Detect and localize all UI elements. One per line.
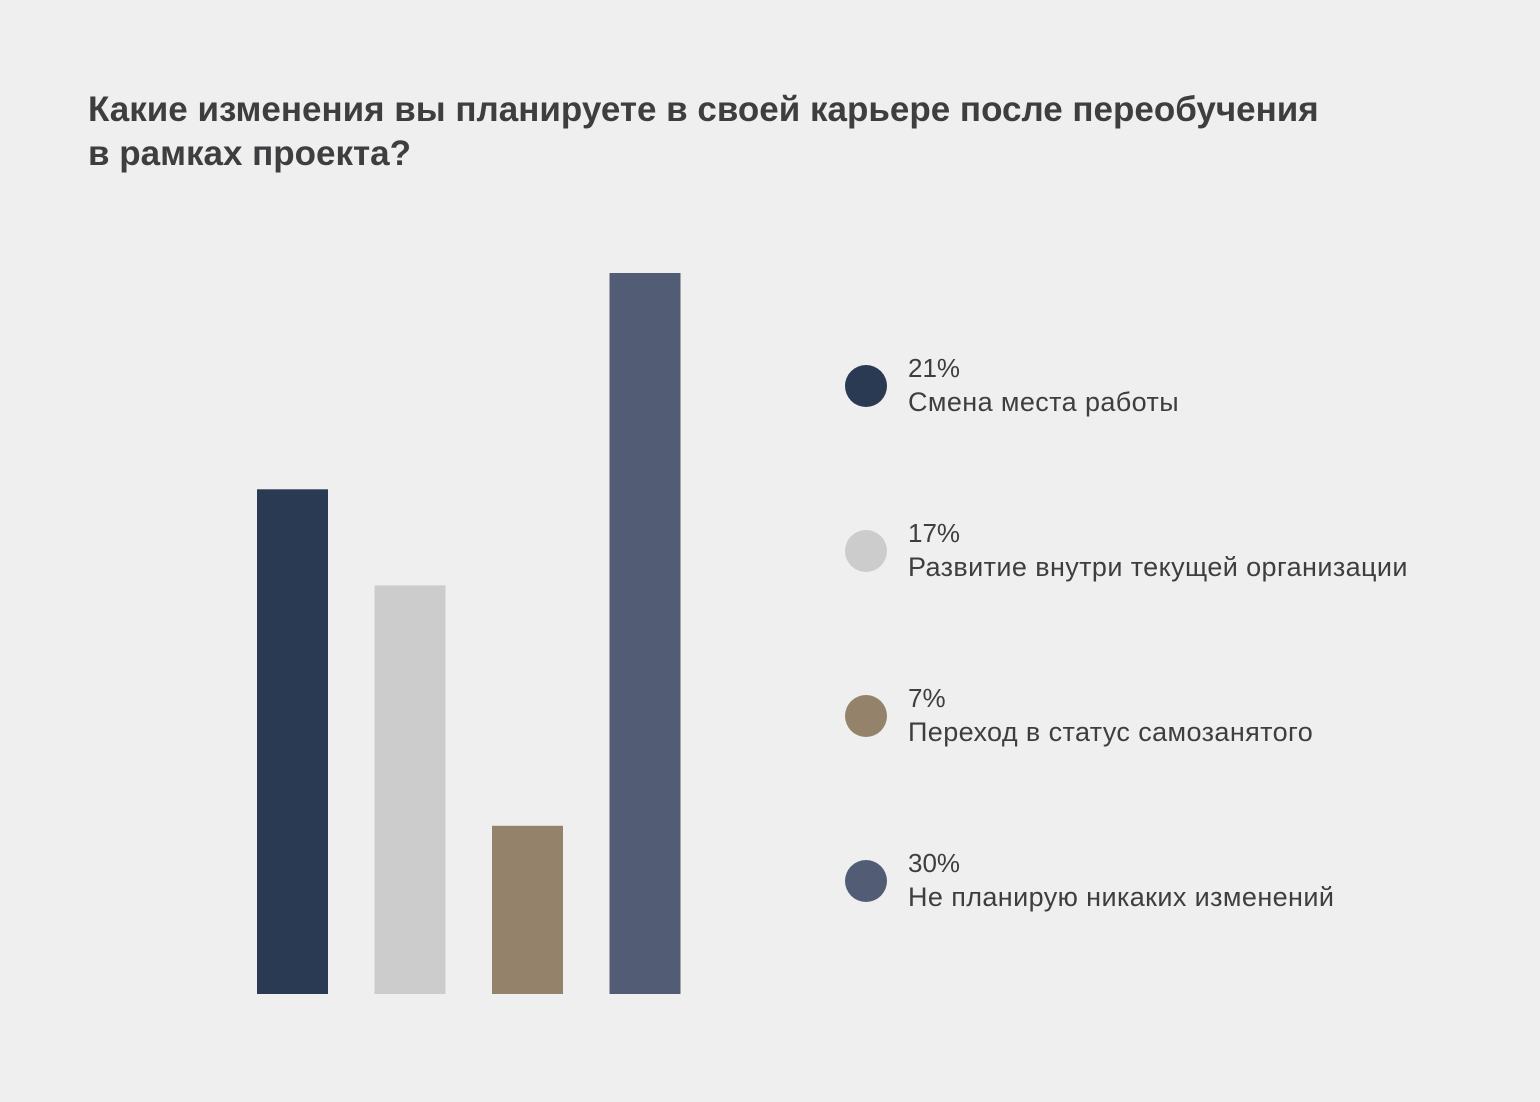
- bar-2: [374, 585, 446, 994]
- bar-1: [257, 489, 328, 994]
- legend-value: 21%: [908, 353, 961, 383]
- legend-item: 7% Переход в статус самозанятого: [845, 682, 1505, 752]
- legend-swatch: [845, 695, 887, 737]
- chart-title: Какие изменения вы планируете в своей ка…: [88, 90, 1319, 173]
- legend-label: Развитие внутри текущей организации: [908, 552, 1408, 582]
- bar-3: [492, 825, 563, 994]
- legend-swatch: [845, 860, 887, 902]
- legend-label: Переход в статус самозанятого: [908, 717, 1314, 747]
- legend-label: Не планирую никаких изменений: [908, 882, 1335, 912]
- legend-value: 7%: [908, 683, 946, 713]
- legend-value: 30%: [908, 848, 961, 878]
- legend-value: 17%: [908, 518, 961, 548]
- bar-4: [609, 273, 681, 994]
- legend-item: 30% Не планирую никаких изменений: [845, 847, 1505, 917]
- legend-item: 21% Смена места работы: [845, 352, 1505, 422]
- legend-swatch: [845, 530, 887, 572]
- legend-swatch: [845, 365, 887, 407]
- legend-item: 17% Развитие внутри текущей организации: [845, 517, 1505, 587]
- legend-label: Смена места работы: [908, 387, 1180, 417]
